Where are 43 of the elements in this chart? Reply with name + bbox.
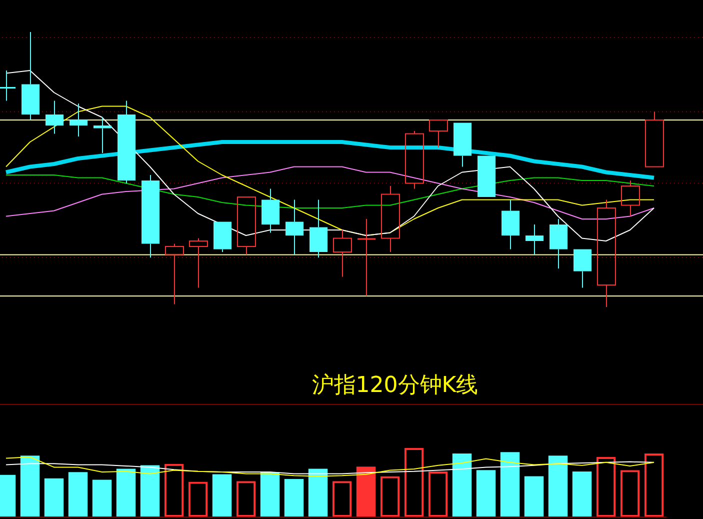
bar xyxy=(572,471,592,517)
bar xyxy=(116,468,136,517)
candlestick xyxy=(237,196,256,256)
candlestick xyxy=(405,130,424,190)
bar xyxy=(356,466,376,517)
bar xyxy=(212,474,232,517)
bar xyxy=(452,454,472,517)
candlestick xyxy=(189,238,208,288)
bar xyxy=(140,465,160,517)
candlestick xyxy=(70,103,88,137)
bar xyxy=(524,476,544,517)
bar xyxy=(284,479,304,517)
candlestick xyxy=(526,224,544,256)
bar xyxy=(260,472,280,517)
bar xyxy=(68,472,88,517)
candlestick xyxy=(262,188,280,234)
candlestick xyxy=(286,199,304,256)
candlestick xyxy=(46,100,64,134)
candlestick xyxy=(333,230,352,278)
candlestick xyxy=(550,218,568,269)
bar xyxy=(20,456,40,517)
candlestick xyxy=(574,249,592,288)
candlestick xyxy=(142,174,160,258)
bar xyxy=(500,452,520,517)
candlestick xyxy=(358,218,376,296)
candlestick xyxy=(502,199,520,250)
text: 沪指120分钟K线 xyxy=(310,372,480,400)
bar xyxy=(44,478,64,517)
bar xyxy=(476,470,496,517)
candlestick xyxy=(381,186,400,252)
candlestick xyxy=(165,243,184,305)
bar xyxy=(548,456,568,517)
candlestick xyxy=(22,32,40,120)
candlestick xyxy=(597,199,616,308)
bar xyxy=(92,480,112,517)
candlestick xyxy=(645,111,664,168)
candlestick xyxy=(214,222,232,252)
candlestick xyxy=(118,100,136,184)
bar xyxy=(308,468,328,517)
candlestick xyxy=(310,199,328,258)
candlestick xyxy=(621,180,640,217)
candlestick xyxy=(94,116,112,154)
candlestick xyxy=(429,120,448,148)
